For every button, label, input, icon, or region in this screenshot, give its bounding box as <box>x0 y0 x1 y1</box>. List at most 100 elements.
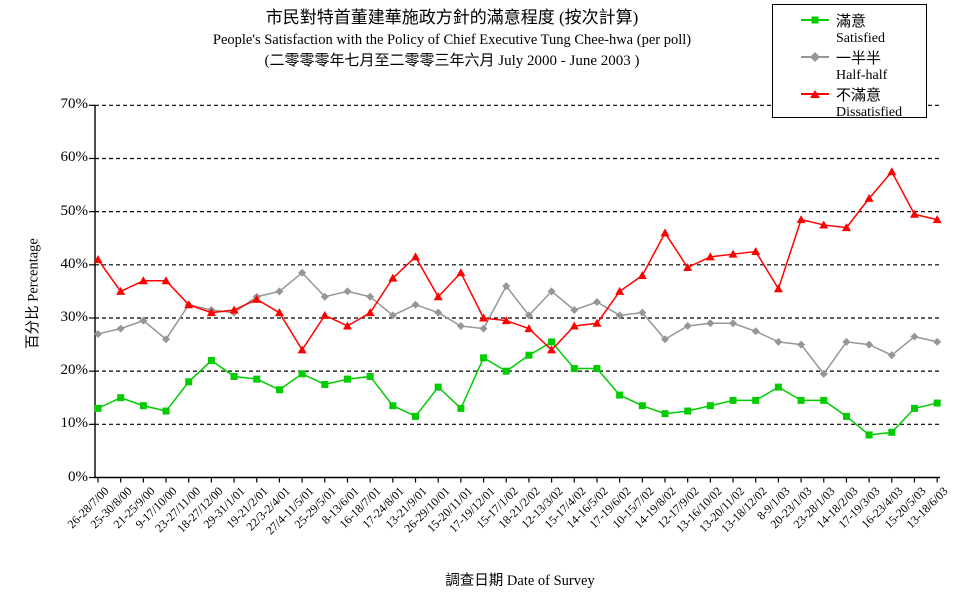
data-point-satisfied <box>661 410 669 418</box>
data-point-satisfied <box>343 375 351 383</box>
data-point-satisfied <box>253 375 261 383</box>
data-point-dissatisfied <box>93 255 103 264</box>
legend-label-dissatisfied-zh: 不滿意 <box>836 87 882 104</box>
data-point-satisfied <box>706 402 714 410</box>
data-point-dissatisfied <box>161 276 171 285</box>
legend-item-halfhalf: 一半半 Half-half <box>773 47 926 84</box>
data-point-halfhalf <box>116 324 125 333</box>
data-point-halfhalf <box>139 316 148 325</box>
data-point-halfhalf <box>570 306 579 315</box>
y-tick-label: 30% <box>60 308 89 325</box>
data-point-satisfied <box>752 396 760 404</box>
data-point-halfhalf <box>910 332 919 341</box>
data-point-satisfied <box>275 386 283 394</box>
series-halfhalf-line <box>97 271 938 376</box>
data-point-satisfied <box>139 402 147 410</box>
data-point-halfhalf <box>524 311 533 320</box>
chart-title-range: (二零零零年七月至二零零三年六月 July 2000 - June 2003 ) <box>264 53 640 69</box>
data-point-satisfied <box>185 378 193 386</box>
data-point-dissatisfied <box>705 252 715 261</box>
data-point-halfhalf <box>933 337 942 346</box>
data-point-halfhalf <box>366 292 375 301</box>
y-tick-label: 20% <box>60 362 89 379</box>
triangle-icon <box>810 90 820 98</box>
data-point-halfhalf <box>434 308 443 317</box>
data-point-halfhalf <box>683 321 692 330</box>
data-point-dissatisfied <box>501 316 511 325</box>
data-point-satisfied <box>230 372 238 380</box>
y-tick-label: 10% <box>60 415 89 432</box>
data-point-halfhalf <box>774 337 783 346</box>
data-point-halfhalf <box>842 337 851 346</box>
data-point-satisfied <box>774 383 782 391</box>
data-point-halfhalf <box>638 308 647 317</box>
legend-label-halfhalf-zh: 一半半 <box>836 50 882 67</box>
data-point-dissatisfied <box>297 345 307 354</box>
data-point-halfhalf <box>479 324 488 333</box>
data-point-dissatisfied <box>637 270 647 279</box>
data-point-satisfied <box>593 365 601 373</box>
data-point-dissatisfied <box>411 252 421 261</box>
legend: 滿意 Satisfied 一半半 Half-half 不滿意 Dissatisf… <box>772 4 927 121</box>
data-point-dissatisfied <box>456 268 466 277</box>
y-tick-label: 70% <box>60 96 89 113</box>
data-point-dissatisfied <box>887 167 897 176</box>
data-point-halfhalf <box>865 340 874 349</box>
data-point-dissatisfied <box>524 324 534 333</box>
data-point-halfhalf <box>751 327 760 336</box>
data-point-halfhalf <box>819 369 828 378</box>
dissatisfied-marker-swatch <box>801 89 829 99</box>
data-point-satisfied <box>434 383 442 391</box>
data-point-dissatisfied <box>229 305 239 314</box>
data-point-dissatisfied <box>796 215 806 224</box>
data-point-dissatisfied <box>252 294 262 303</box>
legend-label-dissatisfied-en: Dissatisfied <box>836 105 903 120</box>
data-point-dissatisfied <box>932 215 942 224</box>
data-point-dissatisfied <box>819 220 829 229</box>
data-point-satisfied <box>548 338 556 346</box>
data-point-halfhalf <box>320 292 329 301</box>
satisfied-marker-swatch <box>801 15 829 25</box>
legend-item-dissatisfied: 不滿意 Dissatisfied <box>773 84 926 121</box>
y-tick-label: 60% <box>60 149 89 166</box>
y-tick-label: 0% <box>68 468 88 485</box>
legend-item-satisfied: 滿意 Satisfied <box>773 10 926 47</box>
data-point-satisfied <box>888 428 896 436</box>
data-point-satisfied <box>616 391 624 399</box>
data-point-dissatisfied <box>320 310 330 319</box>
data-point-halfhalf <box>547 287 556 296</box>
data-point-halfhalf <box>388 311 397 320</box>
data-point-satisfied <box>729 396 737 404</box>
data-point-halfhalf <box>298 268 307 277</box>
series-satisfied-line <box>97 340 938 436</box>
data-point-halfhalf <box>94 329 102 338</box>
data-point-halfhalf <box>343 287 352 296</box>
data-point-satisfied <box>502 367 510 375</box>
data-point-dissatisfied <box>773 284 783 293</box>
data-point-dissatisfied <box>479 313 489 322</box>
data-point-halfhalf <box>502 282 511 291</box>
diamond-icon <box>810 52 820 62</box>
chart-title-en: People's Satisfaction with the Policy of… <box>212 32 692 48</box>
data-point-satisfied <box>797 396 805 404</box>
data-point-halfhalf <box>162 335 171 344</box>
data-point-halfhalf <box>729 319 738 328</box>
data-point-satisfied <box>117 394 125 402</box>
data-point-dissatisfied <box>184 300 194 309</box>
square-icon <box>811 16 819 24</box>
data-point-satisfied <box>207 357 215 365</box>
data-point-satisfied <box>684 407 692 415</box>
data-point-satisfied <box>480 354 488 362</box>
data-point-dissatisfied <box>388 273 398 282</box>
data-point-dissatisfied <box>206 308 216 317</box>
legend-label-halfhalf-en: Half-half <box>836 68 888 83</box>
data-point-dissatisfied <box>660 228 670 237</box>
data-point-halfhalf <box>456 321 465 330</box>
chart-title-zh: 市民對特首董建華施政方針的滿意程度 (按次計算) <box>265 8 639 27</box>
data-point-dissatisfied <box>683 262 693 271</box>
series-dissatisfied-line <box>97 170 938 352</box>
data-point-dissatisfied <box>864 193 874 202</box>
data-point-halfhalf <box>275 287 284 296</box>
